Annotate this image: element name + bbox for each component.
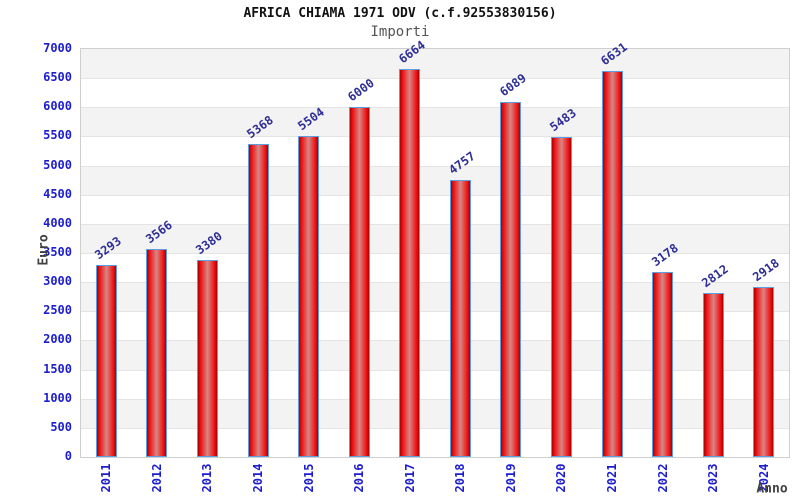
bar-2017: [399, 68, 421, 457]
x-tick-2017: 2017: [402, 463, 417, 493]
gridline: [81, 223, 789, 225]
y-tick-2000: 2000: [43, 332, 72, 347]
plot-band: [81, 136, 789, 166]
gridline: [81, 282, 789, 284]
chart-subtitle: Importi: [370, 24, 430, 40]
x-tick-2018: 2018: [453, 463, 468, 493]
plot-band: [81, 427, 789, 457]
gridline: [81, 136, 789, 138]
y-tick-3000: 3000: [43, 274, 72, 289]
y-tick-6500: 6500: [43, 70, 72, 85]
plot-band: [81, 78, 789, 108]
x-tick-2016: 2016: [352, 463, 367, 493]
bar-2014: [247, 144, 269, 457]
y-tick-6000: 6000: [43, 99, 72, 114]
y-tick-500: 500: [50, 419, 72, 434]
plot-band: [81, 282, 789, 312]
x-tick-2019: 2019: [503, 463, 518, 493]
plot-band: [81, 398, 789, 428]
gridline: [81, 78, 789, 80]
gridline: [81, 194, 789, 196]
plot-band: [81, 311, 789, 341]
x-tick-2015: 2015: [301, 463, 316, 493]
y-tick-0: 0: [64, 449, 72, 463]
x-tick-2022: 2022: [655, 463, 670, 493]
y-tick-3500: 3500: [43, 245, 72, 259]
plot-band: [81, 165, 789, 195]
y-tick-1000: 1000: [43, 390, 72, 405]
bar-2019: [500, 102, 522, 457]
y-tick-5000: 5000: [43, 157, 72, 172]
x-tick-2023: 2023: [706, 463, 721, 493]
plot-band: [81, 369, 789, 399]
gridline: [81, 107, 789, 109]
plot-band: [81, 340, 789, 370]
y-tick-4000: 4000: [43, 215, 72, 230]
gridline: [81, 253, 789, 254]
bar-2021: [601, 70, 623, 457]
bar-2012: [146, 249, 168, 457]
gridline: [81, 369, 789, 371]
bar-2011: [95, 265, 117, 457]
gridline: [81, 311, 789, 313]
bar-2022: [652, 271, 674, 457]
bar-2016: [348, 107, 370, 457]
plot-band: [81, 49, 789, 79]
gridline: [81, 427, 789, 429]
plot-area: 3293 3566 3380 5368 5504 6000 6664 4757 6089 5483…: [80, 37, 790, 458]
x-tick-2012: 2012: [149, 463, 164, 493]
y-tick-5500: 5500: [43, 128, 72, 143]
bar-2023: [702, 293, 724, 457]
y-axis-label: Euro: [36, 234, 52, 266]
gridline: [81, 340, 789, 342]
bar-2013: [196, 260, 218, 457]
bar-2015: [298, 136, 320, 457]
x-tick-2013: 2013: [200, 463, 215, 493]
plot-band: [81, 107, 789, 137]
x-axis-label: Anno: [756, 481, 788, 497]
x-tick-2011: 2011: [99, 463, 114, 493]
y-tick-1500: 1500: [43, 361, 72, 376]
y-tick-7000: 7000: [43, 41, 72, 55]
bar-2020: [550, 137, 572, 457]
bar-2024: [753, 286, 775, 457]
gridline: [81, 398, 789, 400]
x-tick-2014: 2014: [251, 463, 265, 493]
y-tick-4500: 4500: [43, 186, 72, 201]
gridline: [81, 165, 789, 167]
plot-band: [81, 223, 789, 253]
x-tick-2020: 2020: [554, 463, 569, 493]
y-tick-2500: 2500: [43, 303, 72, 318]
plot-band: [81, 253, 789, 283]
x-tick-2021: 2021: [605, 463, 619, 493]
plot-band: [81, 194, 789, 224]
bar-2018: [449, 179, 471, 457]
chart-title: AFRICA CHIAMA 1971 ODV (c.f.92553830156): [243, 6, 557, 21]
